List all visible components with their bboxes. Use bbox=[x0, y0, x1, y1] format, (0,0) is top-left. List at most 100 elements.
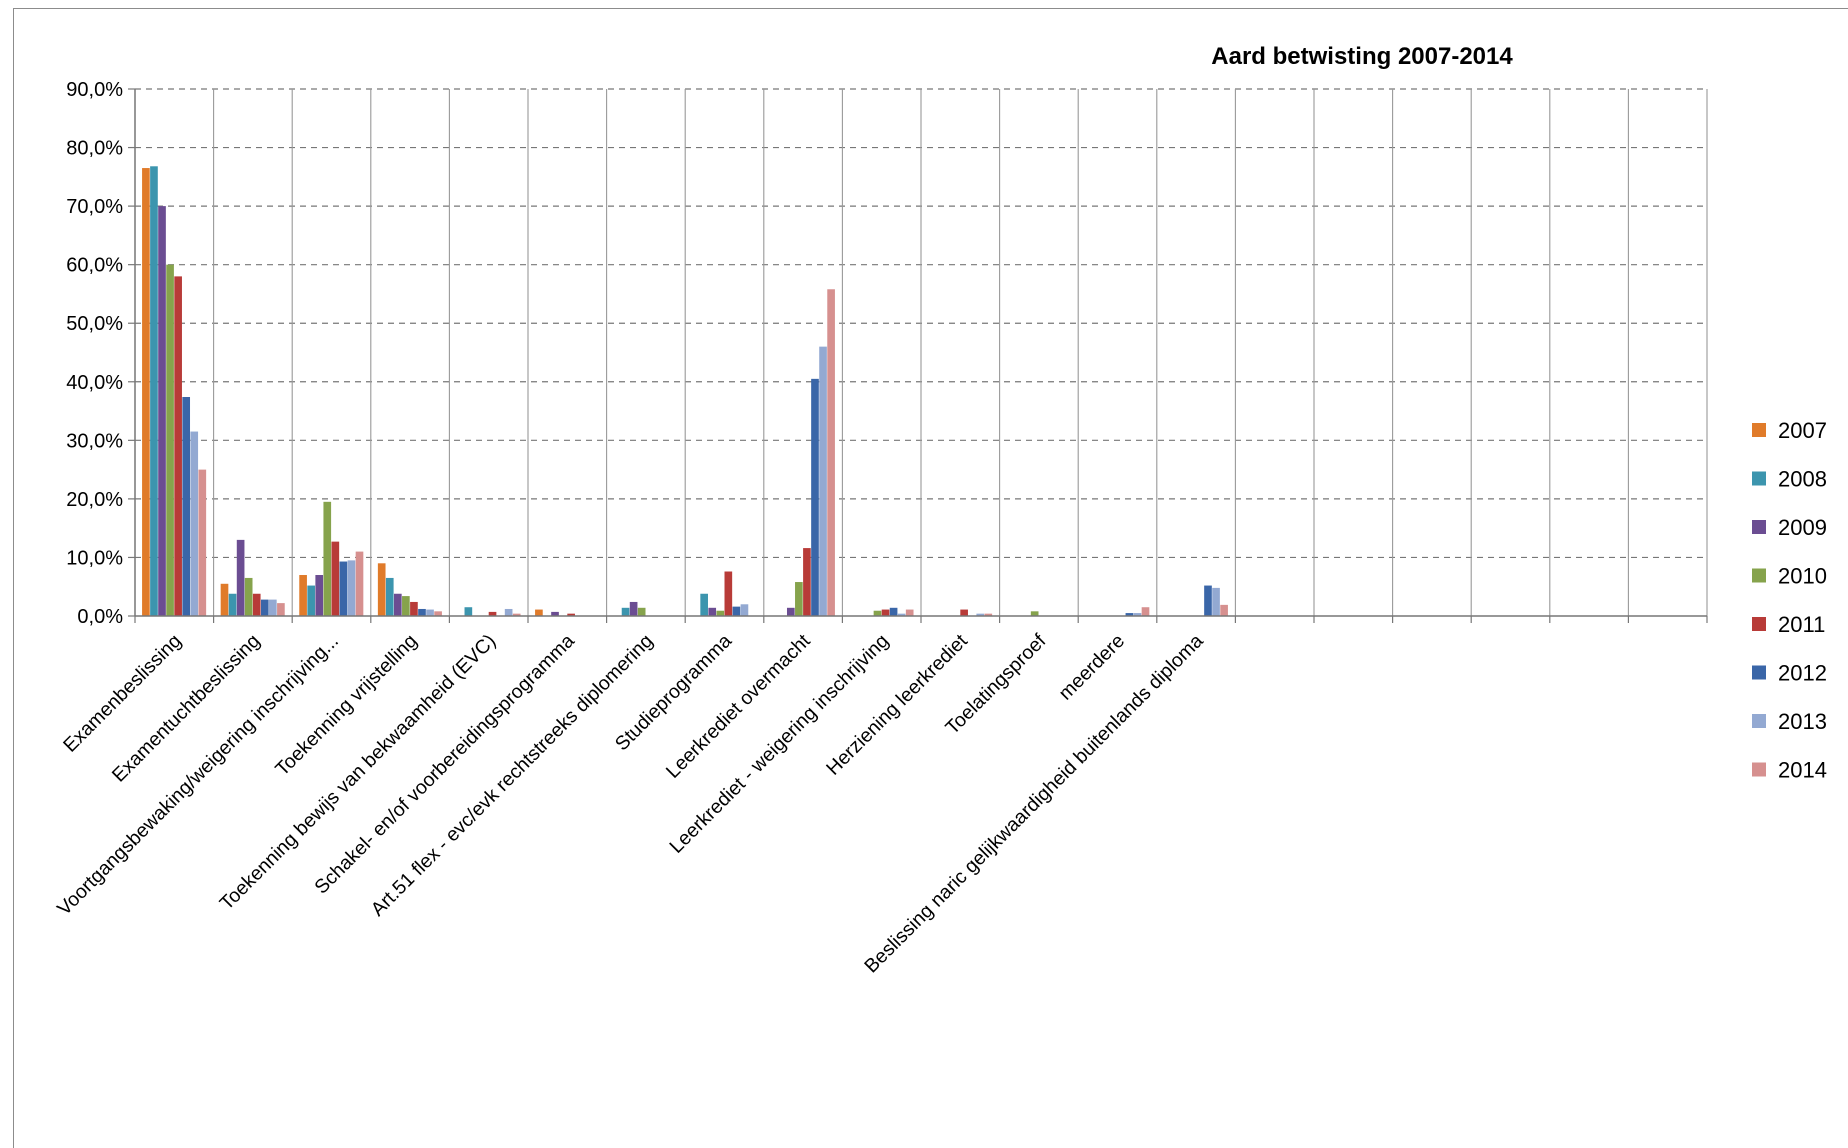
bar-2010 bbox=[795, 582, 803, 616]
bar-2013 bbox=[190, 431, 199, 616]
bar-2011 bbox=[567, 613, 575, 616]
bar-2012 bbox=[889, 607, 898, 616]
bar-2008 bbox=[464, 607, 473, 616]
x-category-label: Examentuchtbeslissing bbox=[108, 630, 265, 787]
bar-2012 bbox=[182, 397, 191, 616]
bar-2012 bbox=[811, 378, 819, 616]
bar-2010 bbox=[637, 607, 646, 616]
bar-2013 bbox=[1133, 613, 1142, 616]
bar-2009 bbox=[315, 575, 324, 616]
bar-2007 bbox=[220, 583, 229, 616]
bar-2014 bbox=[277, 603, 285, 616]
y-tick-label: 0,0% bbox=[77, 606, 123, 628]
legend-label: 2011 bbox=[1778, 612, 1825, 637]
bar-2008 bbox=[150, 166, 158, 617]
y-tick-labels: 0,0% 10,0% 20,0% 30,0% 40,0% 50,0% 60,0% 70,0% 8… bbox=[66, 79, 123, 628]
bar-2014 bbox=[984, 613, 993, 616]
bar-2012 bbox=[1125, 613, 1134, 616]
bar-2009 bbox=[551, 611, 559, 616]
bar-2014 bbox=[905, 609, 914, 616]
bar-2011 bbox=[803, 548, 811, 616]
bar-2011 bbox=[410, 601, 418, 616]
x-category-label: Voortgangsbewaking/weigering inschrijvin… bbox=[53, 630, 343, 920]
bar-2014 bbox=[355, 551, 364, 616]
bar-2011 bbox=[488, 611, 497, 616]
bar-2013 bbox=[269, 599, 277, 616]
chart-title: Aard betwisting 2007-2014 bbox=[1211, 43, 1513, 70]
bar-2010 bbox=[166, 264, 174, 616]
y-tick-label: 50,0% bbox=[66, 313, 123, 335]
bar-2009 bbox=[236, 539, 245, 616]
x-category-label: Toekenning vrijstelling bbox=[271, 630, 421, 780]
bar-2014 bbox=[1220, 604, 1228, 616]
bar-2008 bbox=[621, 607, 630, 616]
legend-swatch bbox=[1752, 471, 1766, 486]
bar-2011 bbox=[174, 276, 182, 616]
x-category-label: Leerkrediet overmacht bbox=[662, 630, 815, 783]
bar-2008 bbox=[385, 577, 394, 616]
legend-label: 2007 bbox=[1778, 418, 1827, 443]
legend-swatch bbox=[1752, 714, 1766, 728]
bar-2011 bbox=[331, 541, 340, 616]
y-tick-label: 20,0% bbox=[66, 489, 123, 511]
bar-2013 bbox=[426, 609, 434, 616]
bar-2009 bbox=[708, 607, 717, 616]
legend-swatch bbox=[1752, 423, 1766, 437]
bar-2009 bbox=[393, 593, 402, 616]
bar-2014 bbox=[1141, 607, 1150, 616]
bar-2014 bbox=[198, 469, 207, 616]
bar-2014 bbox=[434, 611, 442, 616]
legend-label: 2009 bbox=[1778, 515, 1827, 540]
y-tick-label: 40,0% bbox=[66, 372, 123, 394]
y-tick-label: 30,0% bbox=[66, 430, 123, 452]
bar-2013 bbox=[504, 608, 513, 616]
legend-swatch bbox=[1752, 762, 1766, 777]
legend-label: 2010 bbox=[1778, 564, 1827, 589]
legend-label: 2008 bbox=[1778, 467, 1827, 492]
bars bbox=[142, 166, 1228, 617]
bar-2012 bbox=[732, 606, 741, 616]
bar-2013 bbox=[897, 613, 906, 616]
bar-2010 bbox=[1030, 611, 1039, 616]
bar-2012 bbox=[1204, 585, 1212, 616]
y-tick-label: 90,0% bbox=[66, 79, 123, 101]
axes bbox=[128, 88, 1708, 623]
bar-2013 bbox=[740, 604, 749, 616]
x-category-label: Toekenning bewijs van bekwaamheid (EVC) bbox=[216, 630, 501, 915]
bar-2012 bbox=[418, 608, 426, 616]
y-tick-label: 10,0% bbox=[66, 547, 123, 569]
bar-2011 bbox=[960, 609, 968, 616]
legend-label: 2012 bbox=[1778, 661, 1827, 686]
chart-frame bbox=[13, 8, 1848, 1148]
legend-swatch bbox=[1752, 617, 1766, 631]
bar-2009 bbox=[158, 206, 166, 617]
x-category-labels: ExamenbeslissingExamentuchtbeslissingVoo… bbox=[53, 630, 1208, 978]
bar-2011 bbox=[881, 609, 890, 616]
legend: 2007 2008 2009 2010 2011 2012 2013 2014 bbox=[1752, 418, 1827, 783]
bar-2013 bbox=[1212, 587, 1220, 616]
bar-2011 bbox=[724, 571, 733, 616]
bar-2010 bbox=[323, 501, 332, 616]
legend-swatch bbox=[1752, 520, 1766, 534]
legend-swatch bbox=[1752, 665, 1766, 680]
y-tick-label: 80,0% bbox=[66, 138, 123, 160]
bar-2010 bbox=[402, 596, 410, 616]
bar-2009 bbox=[629, 601, 638, 616]
bar-2013 bbox=[347, 560, 356, 616]
bar-2011 bbox=[252, 593, 261, 616]
bar-2013 bbox=[976, 613, 985, 616]
bar-2010 bbox=[716, 610, 725, 616]
x-category-label: Herziening leerkrediet bbox=[822, 630, 972, 780]
bar-2007 bbox=[535, 609, 543, 616]
bar-2014 bbox=[512, 613, 521, 616]
legend-label: 2013 bbox=[1778, 709, 1827, 734]
x-category-label: Art.51 flex - evc/evk rechtstreeks diplo… bbox=[367, 630, 658, 921]
bar-2012 bbox=[260, 599, 269, 616]
bar-2007 bbox=[299, 575, 307, 616]
bar-2008 bbox=[228, 593, 237, 616]
bar-2014 bbox=[827, 289, 835, 616]
x-category-label: meerdere bbox=[1054, 630, 1129, 705]
bar-2010 bbox=[244, 577, 253, 616]
bar-2010 bbox=[873, 610, 882, 616]
